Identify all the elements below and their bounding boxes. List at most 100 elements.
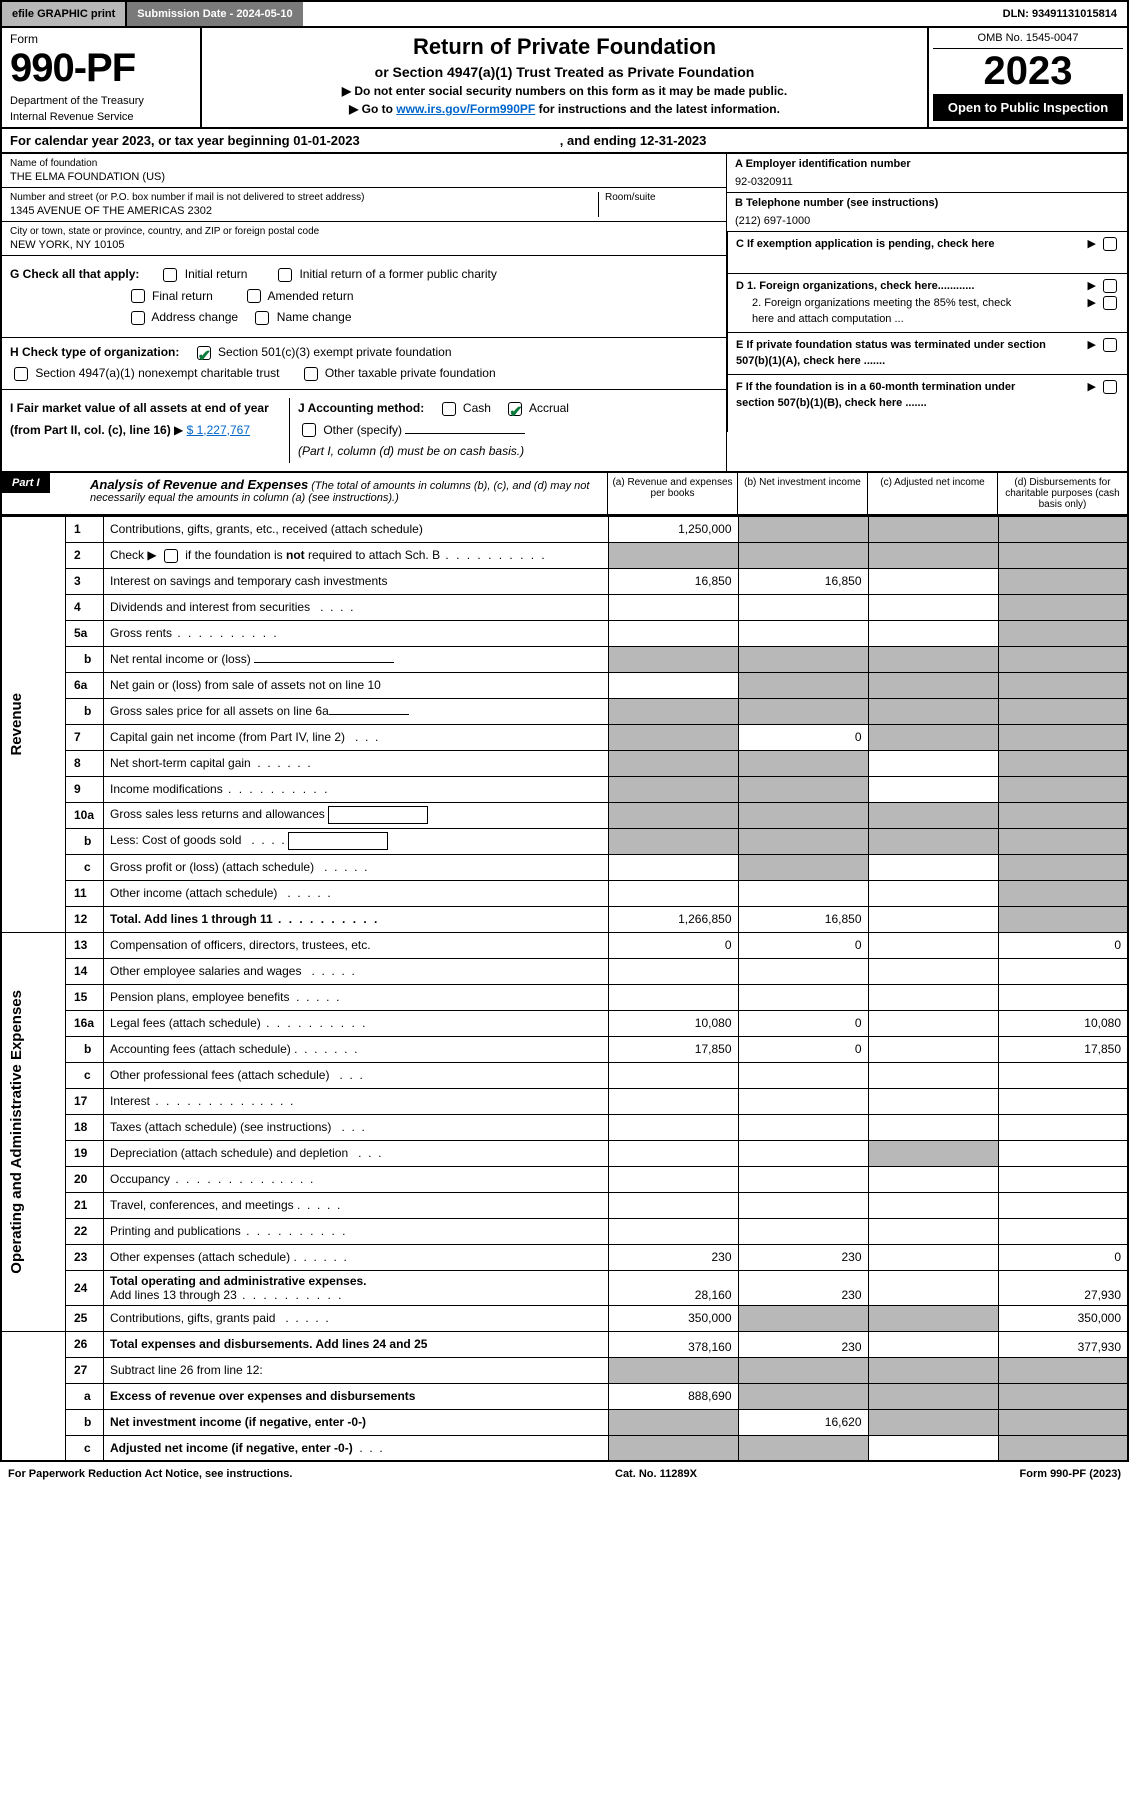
- table-row: 20Occupancy . . . .: [1, 1166, 1128, 1192]
- section-g: G Check all that apply: Initial return I…: [2, 256, 726, 338]
- table-row: 3Interest on savings and temporary cash …: [1, 568, 1128, 594]
- table-row: 23Other expenses (attach schedule) . . .…: [1, 1244, 1128, 1270]
- form-subtitle: or Section 4947(a)(1) Trust Treated as P…: [222, 64, 907, 80]
- table-row: 26Total expenses and disbursements. Add …: [1, 1331, 1128, 1357]
- name-change-checkbox[interactable]: [255, 311, 269, 325]
- table-row: 9Income modifications: [1, 776, 1128, 802]
- 4947a1-checkbox[interactable]: [14, 367, 28, 381]
- col-d-header: (d) Disbursements for charitable purpose…: [997, 473, 1127, 514]
- table-row: 22Printing and publications: [1, 1218, 1128, 1244]
- top-bar: efile GRAPHIC print Submission Date - 20…: [0, 0, 1129, 28]
- section-c: C If exemption application is pending, c…: [727, 232, 1127, 274]
- instr-ssn: ▶ Do not enter social security numbers o…: [222, 84, 907, 98]
- table-row: bNet rental income or (loss): [1, 646, 1128, 672]
- info-grid: Name of foundation THE ELMA FOUNDATION (…: [0, 154, 1129, 473]
- revenue-side-label: Revenue: [8, 693, 25, 756]
- dept-treasury: Department of the Treasury: [10, 95, 192, 107]
- table-row: 6aNet gain or (loss) from sale of assets…: [1, 672, 1128, 698]
- section-e: E If private foundation status was termi…: [727, 333, 1127, 375]
- form-ref: Form 990-PF (2023): [1020, 1468, 1122, 1480]
- table-row: 18Taxes (attach schedule) (see instructi…: [1, 1114, 1128, 1140]
- table-row: 14Other employee salaries and wages . . …: [1, 958, 1128, 984]
- irs-link[interactable]: www.irs.gov/Form990PF: [396, 102, 535, 116]
- sch-b-checkbox[interactable]: [164, 549, 178, 563]
- foreign-org-checkbox[interactable]: [1103, 279, 1117, 293]
- address-change-checkbox[interactable]: [131, 311, 145, 325]
- cash-checkbox[interactable]: [442, 402, 456, 416]
- table-row: 2 Check ▶ if the foundation is not requi…: [1, 542, 1128, 568]
- table-row: 10aGross sales less returns and allowanc…: [1, 802, 1128, 828]
- paperwork-notice: For Paperwork Reduction Act Notice, see …: [8, 1468, 292, 1480]
- tax-year: 2023: [933, 49, 1123, 94]
- form-number: 990-PF: [10, 46, 192, 91]
- foreign-85-checkbox[interactable]: [1103, 296, 1117, 310]
- efile-print-button[interactable]: efile GRAPHIC print: [2, 2, 127, 26]
- table-row: bNet investment income (if negative, ent…: [1, 1409, 1128, 1435]
- table-row: 7Capital gain net income (from Part IV, …: [1, 724, 1128, 750]
- table-row: 5aGross rents: [1, 620, 1128, 646]
- final-return-checkbox[interactable]: [131, 289, 145, 303]
- section-d: D 1. Foreign organizations, check here..…: [727, 274, 1127, 333]
- form-word: Form: [10, 32, 192, 46]
- part1-label: Part I: [2, 473, 50, 493]
- info-right: A Employer identification number 92-0320…: [727, 154, 1127, 471]
- table-row: 27Subtract line 26 from line 12:: [1, 1357, 1128, 1383]
- section-i-j: I Fair market value of all assets at end…: [2, 390, 726, 471]
- instr-link-row: ▶ Go to www.irs.gov/Form990PF for instru…: [222, 102, 907, 116]
- form-title: Return of Private Foundation: [222, 34, 907, 60]
- foundation-name-cell: Name of foundation THE ELMA FOUNDATION (…: [2, 154, 726, 188]
- other-taxable-checkbox[interactable]: [304, 367, 318, 381]
- part1-header-row: Part I Analysis of Revenue and Expenses …: [0, 473, 1129, 516]
- table-row: 8Net short-term capital gain . . . . . .: [1, 750, 1128, 776]
- table-row: 21Travel, conferences, and meetings . . …: [1, 1192, 1128, 1218]
- header-center: Return of Private Foundation or Section …: [202, 28, 927, 127]
- dln-label: DLN: 93491131015814: [993, 2, 1127, 26]
- cat-number: Cat. No. 11289X: [615, 1468, 697, 1480]
- table-row: aExcess of revenue over expenses and dis…: [1, 1383, 1128, 1409]
- part1-table: Revenue 1Contributions, gifts, grants, e…: [0, 516, 1129, 1463]
- section-f: F If the foundation is in a 60-month ter…: [727, 375, 1127, 433]
- amended-return-checkbox[interactable]: [247, 289, 261, 303]
- section-h: H Check type of organization: Section 50…: [2, 338, 726, 390]
- 501c3-checkbox[interactable]: [197, 346, 211, 360]
- ein-cell: A Employer identification number 92-0320…: [727, 154, 1127, 193]
- table-row: 17Interest . . . .: [1, 1088, 1128, 1114]
- info-left: Name of foundation THE ELMA FOUNDATION (…: [2, 154, 727, 471]
- part1-desc: Analysis of Revenue and Expenses (The to…: [82, 473, 607, 514]
- dept-irs: Internal Revenue Service: [10, 111, 192, 123]
- table-row: 24Total operating and administrative exp…: [1, 1270, 1128, 1305]
- table-row: cAdjusted net income (if negative, enter…: [1, 1435, 1128, 1461]
- table-row: bAccounting fees (attach schedule) . . .…: [1, 1036, 1128, 1062]
- table-row: 15Pension plans, employee benefits . . .…: [1, 984, 1128, 1010]
- city-cell: City or town, state or province, country…: [2, 222, 726, 256]
- table-row: 12Total. Add lines 1 through 11 1,266,85…: [1, 906, 1128, 932]
- other-method-checkbox[interactable]: [302, 423, 316, 437]
- initial-return-former-checkbox[interactable]: [278, 268, 292, 282]
- 60-month-checkbox[interactable]: [1103, 380, 1117, 394]
- status-terminated-checkbox[interactable]: [1103, 338, 1117, 352]
- header-right: OMB No. 1545-0047 2023 Open to Public In…: [927, 28, 1127, 127]
- exemption-pending-checkbox[interactable]: [1103, 237, 1117, 251]
- table-row: 25Contributions, gifts, grants paid . . …: [1, 1305, 1128, 1331]
- table-row: cGross profit or (loss) (attach schedule…: [1, 854, 1128, 880]
- table-row: cOther professional fees (attach schedul…: [1, 1062, 1128, 1088]
- table-row: 11Other income (attach schedule) . . . .…: [1, 880, 1128, 906]
- table-row: Revenue 1Contributions, gifts, grants, e…: [1, 516, 1128, 542]
- open-to-public: Open to Public Inspection: [933, 94, 1123, 121]
- omb-number: OMB No. 1545-0047: [933, 32, 1123, 49]
- room-suite-label: Room/suite: [605, 192, 718, 203]
- fmv-amount[interactable]: $ 1,227,767: [187, 423, 250, 437]
- address-cell: Number and street (or P.O. box number if…: [2, 188, 726, 222]
- table-row: 19Depreciation (attach schedule) and dep…: [1, 1140, 1128, 1166]
- table-row: bLess: Cost of goods sold . . . .: [1, 828, 1128, 854]
- phone-cell: B Telephone number (see instructions) (2…: [727, 193, 1127, 232]
- submission-date-label: Submission Date - 2024-05-10: [127, 2, 302, 26]
- calendar-year-row: For calendar year 2023, or tax year begi…: [0, 129, 1129, 154]
- initial-return-checkbox[interactable]: [163, 268, 177, 282]
- accrual-checkbox[interactable]: [508, 402, 522, 416]
- table-row: bGross sales price for all assets on lin…: [1, 698, 1128, 724]
- table-row: Operating and Administrative Expenses 13…: [1, 932, 1128, 958]
- page-footer: For Paperwork Reduction Act Notice, see …: [0, 1462, 1129, 1486]
- table-row: 4Dividends and interest from securities …: [1, 594, 1128, 620]
- col-c-header: (c) Adjusted net income: [867, 473, 997, 514]
